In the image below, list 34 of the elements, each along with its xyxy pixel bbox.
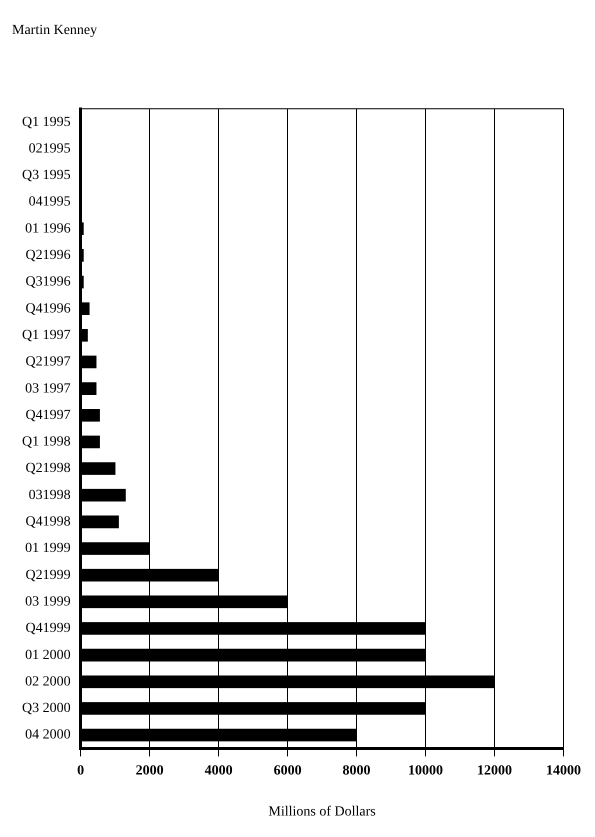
y-tick-label: Q21998 — [25, 461, 71, 476]
y-tick-label: Q1 1998 — [22, 434, 71, 450]
y-tick-label: Q3 2000 — [22, 701, 71, 716]
y-tick-label: Q21999 — [25, 568, 71, 583]
x-tick-label: 0 — [77, 763, 84, 778]
y-tick-label: 04 2000 — [25, 728, 71, 743]
y-tick-label: Q3 1995 — [22, 168, 71, 184]
y-tick-label: 021995 — [28, 141, 71, 156]
y-tick-label: Q31996 — [25, 274, 71, 290]
x-tick-label: 10000 — [408, 763, 444, 778]
y-tick-label: Q41997 — [25, 408, 71, 423]
y-tick-label: 041995 — [28, 194, 71, 210]
x-tick-label: 14000 — [546, 763, 581, 778]
y-tick-label: 01 2000 — [25, 648, 71, 663]
x-tick-label: 8000 — [342, 763, 371, 778]
y-tick-label: Q1 1995 — [22, 114, 71, 130]
y-tick-label: 01 1999 — [25, 541, 71, 556]
x-axis-title: Millions of Dollars — [268, 804, 376, 820]
y-tick-label: Q1 1997 — [22, 328, 71, 343]
x-tick-label: 4000 — [204, 763, 233, 778]
x-tick-label: 6000 — [274, 763, 302, 778]
x-tick-label: 2000 — [136, 763, 164, 778]
y-tick-label: 031998 — [28, 488, 71, 503]
y-tick-label: Q21997 — [25, 354, 71, 370]
y-tick-label: Q41996 — [25, 301, 71, 316]
y-tick-label: Q21996 — [25, 248, 71, 264]
chart-title: Martin Kenney — [12, 23, 98, 38]
y-tick-label: 02 2000 — [25, 674, 71, 690]
y-tick-label: Q41999 — [25, 621, 71, 636]
y-tick-label: 01 1996 — [25, 221, 71, 236]
y-tick-label: 03 1997 — [25, 381, 71, 396]
x-tick-label: 12000 — [477, 763, 512, 778]
y-tick-label: 03 1999 — [25, 594, 71, 610]
y-tick-label: Q41998 — [25, 514, 71, 530]
